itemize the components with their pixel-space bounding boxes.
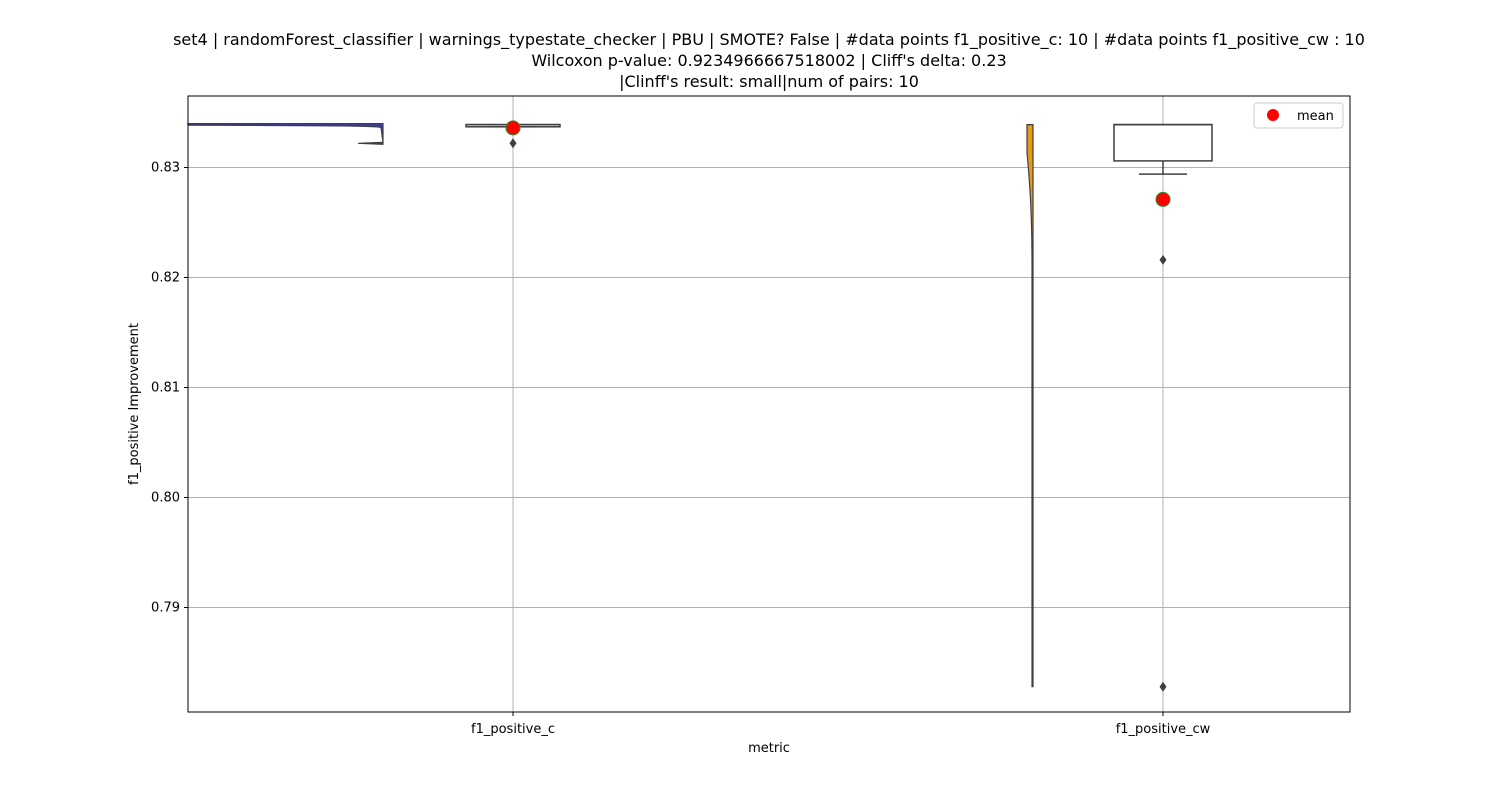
violin-f1-positive-c (187, 123, 384, 145)
chart-title-line-1: set4 | randomForest_classifier | warning… (173, 30, 1365, 49)
mean-marker-f1-positive-c (505, 120, 521, 136)
plot-frame (187, 95, 1351, 713)
y-tick-label: 0.79 (151, 601, 180, 616)
mean-marker-f1-positive-cw (1155, 191, 1171, 207)
y-tick-label: 0.83 (151, 161, 180, 176)
mark-layer (505, 120, 1171, 692)
outlier-f1-positive-cw (1159, 681, 1167, 692)
x-tick-label: f1_positive_c (471, 722, 555, 737)
box-layer (465, 123, 1213, 175)
x-tick-label: f1_positive_cw (1116, 722, 1211, 737)
grid-layer (188, 96, 1350, 712)
violin-layer (187, 123, 1034, 688)
tick-layer: 0.79 0.80 0.81 0.82 0.83 f1_positive_c f1_posi… (151, 161, 1211, 738)
legend: mean (1253, 102, 1344, 129)
y-tick-label: 0.81 (151, 381, 180, 396)
box-f1-positive-cw (1113, 123, 1213, 162)
outlier-f1-positive-c (509, 138, 517, 149)
chart-title-line-3: |Clinff's result: small|num of pairs: 10 (619, 72, 919, 91)
y-axis-label: f1_positive Improvement (127, 323, 142, 485)
chart-title-line-2: Wilcoxon p-value: 0.9234966667518002 | C… (531, 51, 1007, 70)
x-axis-label: metric (748, 741, 790, 756)
legend-mean-label: mean (1297, 109, 1334, 124)
violin-f1-positive-cw (1026, 124, 1034, 688)
legend-frame (1253, 102, 1344, 129)
legend-mean-marker (1267, 109, 1279, 121)
outlier-f1-positive-cw (1159, 254, 1167, 265)
y-tick-label: 0.80 (151, 491, 180, 506)
y-tick-label: 0.82 (151, 271, 180, 286)
